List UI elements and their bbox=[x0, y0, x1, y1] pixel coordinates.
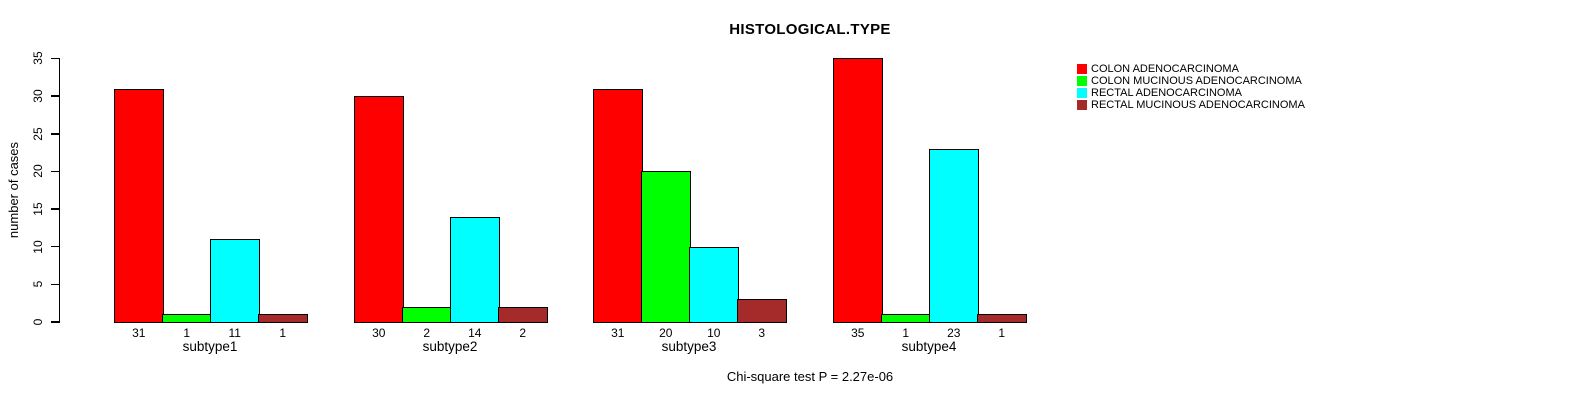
bar-value-label: 1 bbox=[279, 326, 287, 340]
bar bbox=[258, 314, 308, 324]
bar bbox=[833, 58, 883, 324]
legend-label: COLON MUCINOUS ADENOCARCINOMA bbox=[1091, 75, 1302, 87]
bar-value-label: 31 bbox=[132, 326, 146, 340]
bar-value-label: 20 bbox=[659, 326, 673, 340]
bar bbox=[210, 239, 260, 324]
y-axis-tick bbox=[51, 321, 59, 323]
bar-value-label: 14 bbox=[468, 326, 482, 340]
category-label: subtype2 bbox=[422, 339, 478, 354]
y-axis-tick bbox=[51, 245, 59, 248]
bar-value-label: 3 bbox=[758, 326, 766, 340]
category-label: subtype3 bbox=[661, 339, 717, 354]
y-axis-line bbox=[58, 58, 60, 324]
bar bbox=[498, 306, 548, 324]
bar-value-label: 35 bbox=[851, 326, 865, 340]
bar bbox=[450, 216, 500, 324]
bar-value-label: 10 bbox=[707, 326, 721, 340]
legend-swatch bbox=[1077, 88, 1087, 98]
bar-value-label: 1 bbox=[183, 326, 191, 340]
legend-swatch bbox=[1077, 64, 1087, 74]
bar-value-label: 31 bbox=[611, 326, 625, 340]
y-axis-tick bbox=[51, 95, 59, 97]
y-axis-tick bbox=[51, 170, 59, 173]
bar bbox=[354, 96, 404, 324]
bar bbox=[737, 299, 787, 324]
bar-value-label: 1 bbox=[902, 326, 910, 340]
bar bbox=[929, 148, 979, 324]
legend-label: RECTAL MUCINOUS ADENOCARCINOMA bbox=[1091, 99, 1305, 111]
legend-swatch bbox=[1077, 76, 1087, 86]
category-label: subtype1 bbox=[182, 339, 238, 354]
y-axis-tick bbox=[51, 208, 59, 210]
bar-value-label: 2 bbox=[423, 326, 431, 340]
legend-label: RECTAL ADENOCARCINOMA bbox=[1091, 87, 1242, 99]
bar-value-label: 30 bbox=[372, 326, 386, 340]
y-axis-tick bbox=[51, 283, 59, 286]
bar-value-label: 1 bbox=[998, 326, 1006, 340]
chart-title: HISTOLOGICAL.TYPE bbox=[729, 21, 891, 38]
bar-value-label: 2 bbox=[519, 326, 527, 340]
bar bbox=[593, 88, 643, 324]
legend-swatch bbox=[1077, 100, 1087, 110]
bar-value-label: 23 bbox=[947, 326, 961, 340]
bar bbox=[977, 314, 1027, 324]
bar bbox=[114, 88, 164, 324]
chi-square-annotation: Chi-square test P = 2.27e-06 bbox=[726, 369, 894, 384]
y-axis-tick bbox=[51, 133, 59, 135]
legend-label: COLON ADENOCARCINOMA bbox=[1091, 63, 1239, 75]
category-label: subtype4 bbox=[901, 339, 957, 354]
bar-value-label: 11 bbox=[228, 326, 241, 340]
y-axis-tick bbox=[51, 57, 59, 60]
bar bbox=[689, 246, 739, 324]
